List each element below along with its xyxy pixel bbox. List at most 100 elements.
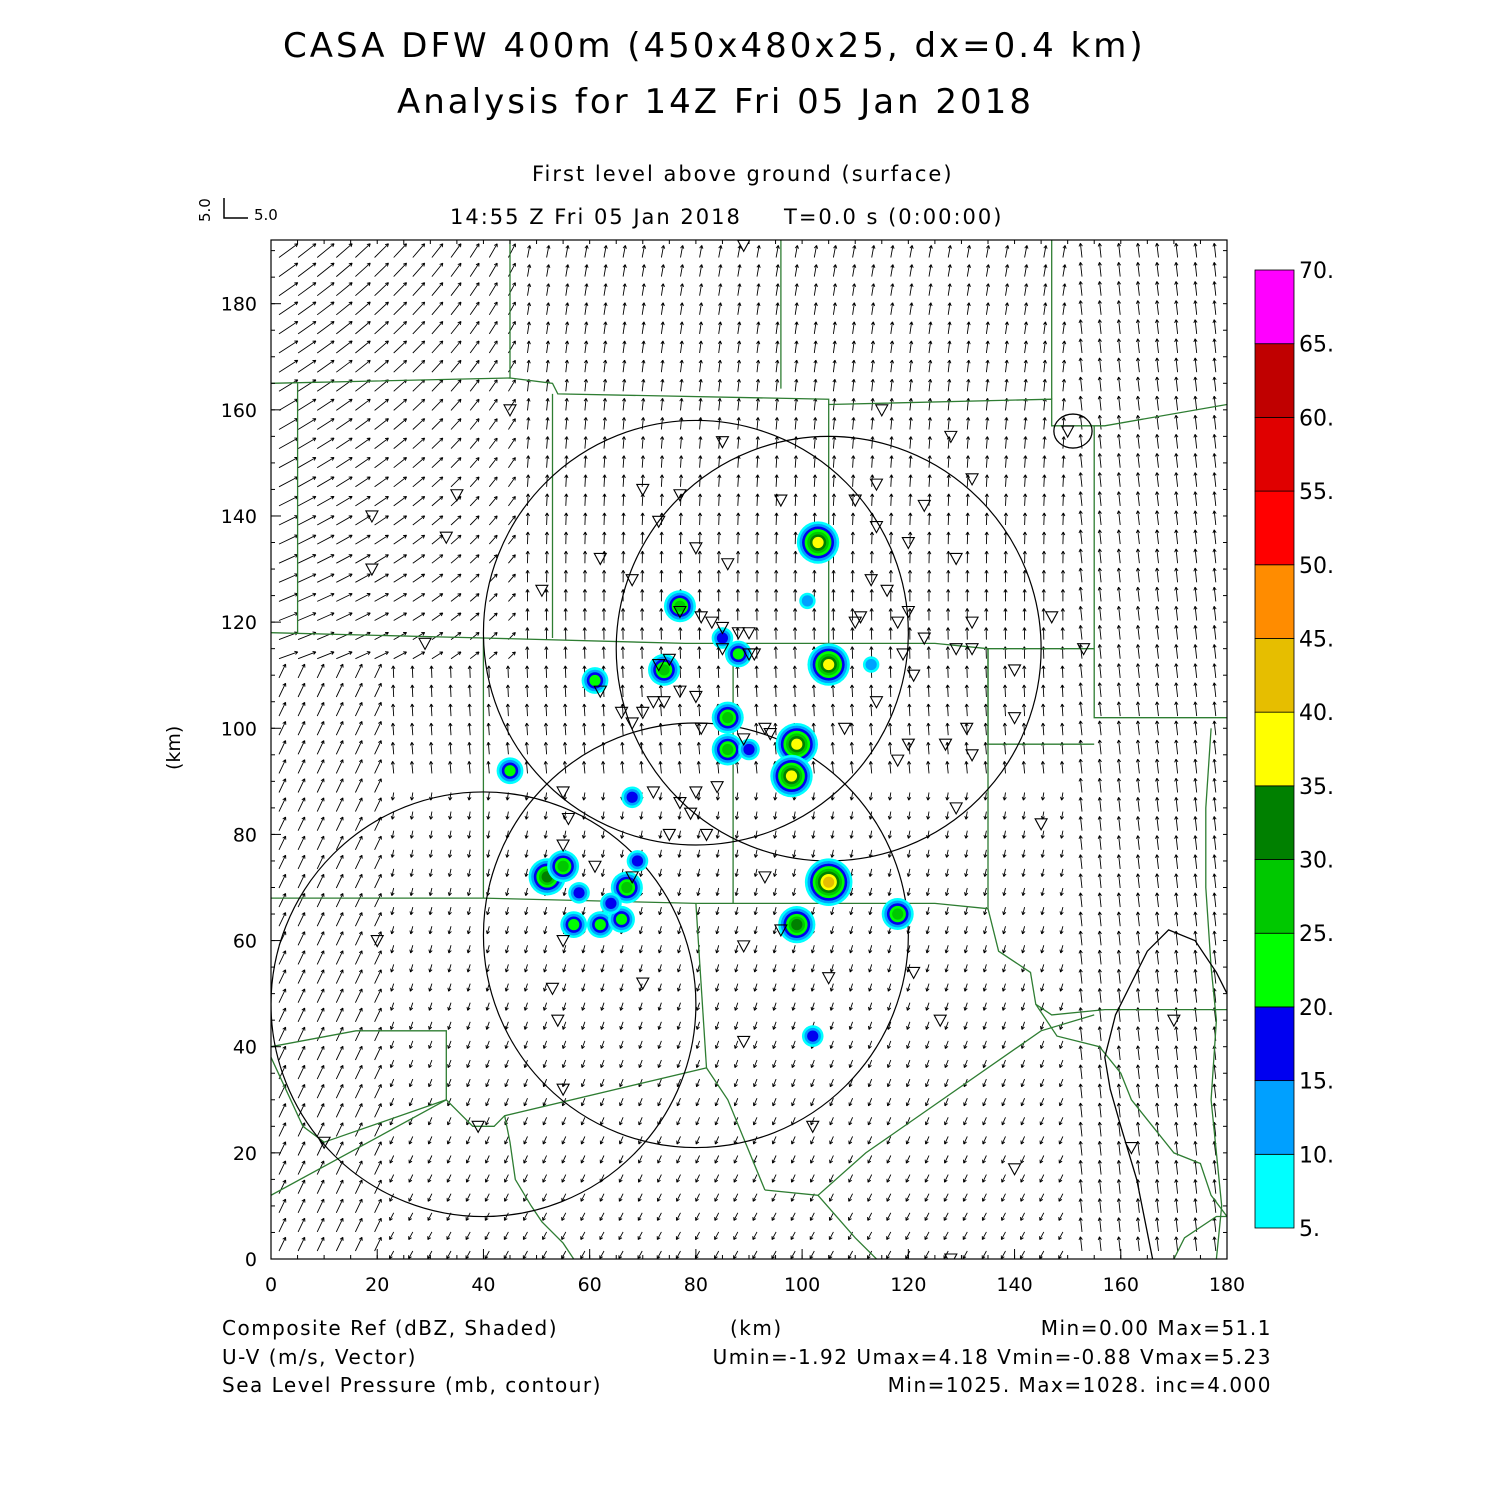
colorbar-swatch: [1254, 638, 1295, 713]
colorbar-swatch: [1254, 269, 1295, 345]
station-marker: [673, 797, 687, 810]
colorbar-swatch: [1254, 859, 1295, 934]
x-tick-label: 20: [365, 1274, 389, 1296]
reflectivity-cell: [812, 536, 824, 549]
x-tick-label: 160: [1103, 1274, 1139, 1296]
colorbar: 5. 10. 15. 20. 25. 30. 35. 40. 45. 50. 55. 60. 65. 70…: [1254, 259, 1334, 1242]
reflectivity-cell: [823, 658, 835, 671]
station-marker: [837, 722, 852, 736]
station-marker: [896, 648, 910, 662]
station-marker: [773, 924, 788, 938]
colorbar-label: 45.: [1299, 627, 1334, 652]
county-boundary: [1205, 728, 1223, 1259]
station-marker: [503, 404, 517, 417]
ref-vector-u-label: 5.0: [254, 206, 278, 224]
station-marker: [635, 706, 650, 720]
county-boundary: [271, 377, 1227, 427]
colorbar-swatch: [1254, 785, 1295, 860]
pressure-contour: [1053, 413, 1093, 449]
radar-range-rings: [271, 419, 1042, 1218]
station-marker: [965, 473, 979, 486]
model-time: T=0.0 s (0:00:00): [784, 205, 1004, 229]
y-tick-label: 120: [221, 612, 257, 634]
station-marker: [965, 616, 979, 630]
reflectivity-cell: [573, 887, 585, 899]
station-marker: [933, 1014, 948, 1028]
reflectivity-cell: [791, 919, 803, 931]
y-tick-label: 160: [221, 400, 257, 422]
reflectivity-cell: [589, 674, 601, 687]
reflectivity-cell: [807, 1030, 819, 1042]
station-marker: [635, 483, 650, 497]
x-tick-label: 80: [684, 1274, 708, 1296]
station-marker: [1166, 1014, 1181, 1028]
y-tick-label: 80: [233, 824, 257, 846]
station-marker: [1007, 664, 1022, 678]
range-ring: [271, 791, 697, 1218]
y-tick-label: 40: [233, 1037, 257, 1059]
station-marker: [943, 430, 958, 444]
station-marker: [625, 574, 640, 587]
colorbar-swatch: [1254, 416, 1295, 492]
station-marker: [673, 685, 687, 699]
level-label: First level above ground (surface): [532, 162, 954, 186]
station-marker: [869, 696, 884, 709]
station-marker: [1007, 1163, 1022, 1176]
station-marker: [688, 786, 703, 800]
y-tick-label: 60: [233, 931, 257, 953]
county-boundary: [817, 1194, 877, 1259]
station-marker: [736, 733, 751, 747]
reflectivity-cell: [785, 770, 798, 782]
station-marker: [821, 972, 836, 985]
reflectivity-cell: [823, 876, 835, 888]
station-marker: [625, 717, 640, 731]
station-marker: [715, 643, 730, 656]
station-marker: [556, 1083, 571, 1097]
colorbar-swatch: [1254, 1006, 1295, 1082]
station-marker: [917, 632, 932, 646]
station-marker: [917, 499, 932, 513]
reflectivity-cell: [791, 738, 803, 750]
station-marker: [805, 1120, 820, 1134]
station-marker: [965, 749, 979, 762]
reflectivity-cell: [892, 908, 904, 920]
county-boundary: [1173, 1215, 1227, 1259]
reflectivity-cell: [732, 648, 744, 660]
y-tick-label: 180: [221, 294, 257, 316]
field1-stats: Min=0.00 Max=51.1: [1040, 1316, 1272, 1340]
colorbar-swatch: [1254, 711, 1295, 787]
station-marker: [556, 935, 571, 948]
station-marker: [471, 1120, 486, 1134]
field1-name: Composite Ref (dBZ, Shaded): [222, 1316, 559, 1340]
reflectivity-cell: [722, 743, 734, 756]
station-marker: [1007, 712, 1022, 725]
station-marker: [874, 404, 889, 417]
station-marker: [418, 637, 432, 651]
pressure-contour: [1104, 929, 1227, 1259]
colorbar-label: 10.: [1299, 1143, 1334, 1168]
station-marker: [715, 436, 730, 449]
county-boundary: [271, 1067, 766, 1196]
station-marker: [688, 690, 703, 704]
colorbar-label: 70.: [1299, 259, 1334, 284]
station-marker: [949, 552, 964, 566]
reflectivity-cell: [743, 743, 755, 756]
colorbar-swatch: [1254, 490, 1295, 566]
station-marker: [694, 611, 709, 624]
station-marker: [651, 659, 666, 672]
reflectivity-cell: [722, 712, 734, 724]
station-marker: [869, 478, 884, 492]
county-boundary: [1035, 1003, 1227, 1217]
station-markers: [317, 240, 1181, 1259]
x-tick-label: 120: [890, 1274, 926, 1296]
field2-name: U-V (m/s, Vector): [222, 1345, 417, 1369]
station-marker: [731, 627, 746, 640]
station-marker: [949, 643, 964, 656]
station-marker: [773, 494, 788, 508]
station-marker: [736, 940, 751, 954]
colorbar-swatch: [1254, 1153, 1295, 1229]
station-marker: [1124, 1142, 1139, 1155]
county-boundary: [987, 648, 1227, 1016]
y-tick-label: 140: [221, 506, 257, 528]
station-marker: [864, 574, 879, 587]
